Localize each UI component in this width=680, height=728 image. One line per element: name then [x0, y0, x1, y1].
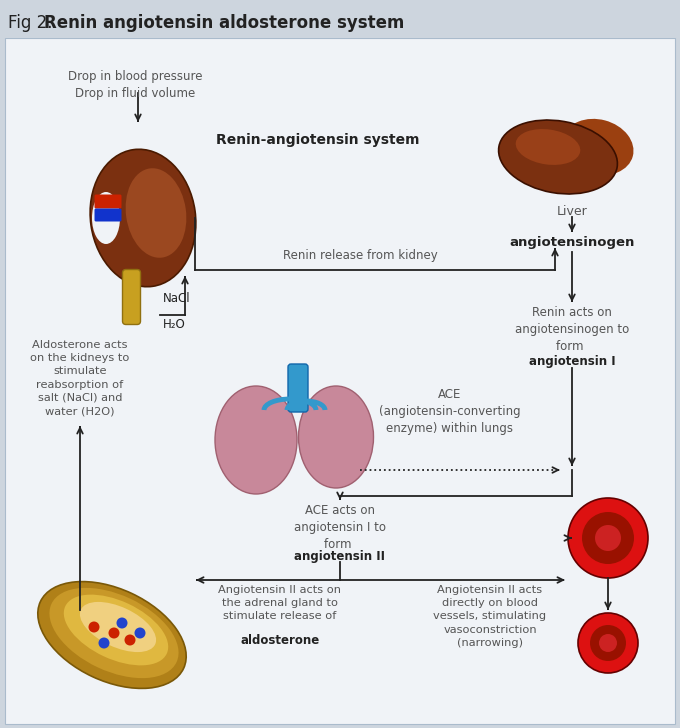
Circle shape	[590, 625, 626, 661]
Text: aldosterone: aldosterone	[240, 634, 320, 647]
Text: angiotensin I: angiotensin I	[528, 355, 615, 368]
Ellipse shape	[498, 120, 617, 194]
Text: Renin angiotensin aldosterone system: Renin angiotensin aldosterone system	[44, 14, 405, 32]
Ellipse shape	[215, 386, 297, 494]
Ellipse shape	[38, 582, 186, 689]
Ellipse shape	[64, 595, 168, 665]
Text: H₂O: H₂O	[163, 318, 186, 331]
Circle shape	[88, 622, 99, 633]
Text: angiotensin II: angiotensin II	[294, 550, 386, 563]
Text: ACE acts on
angiotensin I to
form: ACE acts on angiotensin I to form	[294, 504, 386, 551]
FancyBboxPatch shape	[95, 194, 122, 208]
Circle shape	[599, 634, 617, 652]
Circle shape	[109, 628, 120, 638]
Circle shape	[568, 498, 648, 578]
Ellipse shape	[562, 119, 634, 175]
Text: Aldosterone acts
on the kidneys to
stimulate
reabsorption of
salt (NaCl) and
wat: Aldosterone acts on the kidneys to stimu…	[31, 340, 130, 416]
Ellipse shape	[126, 168, 186, 258]
Circle shape	[595, 525, 621, 551]
Ellipse shape	[80, 602, 156, 652]
Circle shape	[116, 617, 128, 628]
Text: Angiotensin II acts
directly on blood
vessels, stimulating
vasoconstriction
(nar: Angiotensin II acts directly on blood ve…	[433, 585, 547, 648]
Text: Renin-angiotensin system: Renin-angiotensin system	[216, 133, 420, 147]
FancyBboxPatch shape	[122, 269, 141, 325]
Ellipse shape	[90, 149, 196, 287]
Ellipse shape	[299, 386, 373, 488]
FancyBboxPatch shape	[95, 208, 122, 221]
Text: Liver: Liver	[557, 205, 588, 218]
FancyBboxPatch shape	[288, 364, 308, 412]
Circle shape	[135, 628, 146, 638]
Text: Drop in blood pressure
Drop in fluid volume: Drop in blood pressure Drop in fluid vol…	[68, 70, 202, 100]
Ellipse shape	[50, 588, 179, 678]
Ellipse shape	[515, 129, 580, 165]
Circle shape	[582, 512, 634, 564]
Circle shape	[578, 613, 638, 673]
Text: Fig 2.: Fig 2.	[8, 14, 58, 32]
Text: NaCl: NaCl	[163, 292, 190, 305]
Text: Renin acts on
angiotensinogen to
form: Renin acts on angiotensinogen to form	[515, 306, 629, 353]
Text: ACE
(angiotensin-converting
enzyme) within lungs: ACE (angiotensin-converting enzyme) with…	[379, 388, 521, 435]
Text: angiotensinogen: angiotensinogen	[509, 236, 634, 249]
FancyBboxPatch shape	[0, 0, 680, 38]
Circle shape	[124, 635, 135, 646]
Text: Renin release from kidney: Renin release from kidney	[283, 249, 437, 262]
FancyBboxPatch shape	[5, 38, 675, 724]
Ellipse shape	[92, 192, 120, 244]
Circle shape	[99, 638, 109, 649]
Text: Angiotensin II acts on
the adrenal gland to
stimulate release of: Angiotensin II acts on the adrenal gland…	[218, 585, 341, 622]
